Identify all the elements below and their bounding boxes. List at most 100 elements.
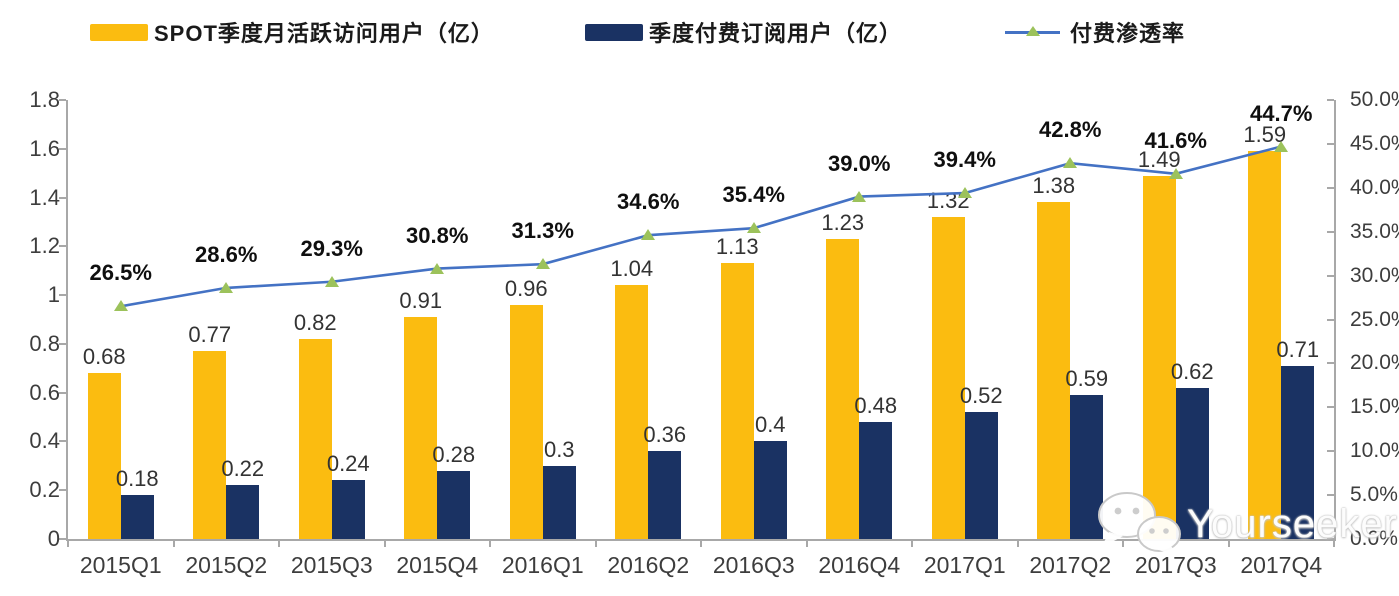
legend-line-swatch-icon: [1005, 26, 1060, 36]
triangle-marker-icon: [1025, 26, 1040, 36]
y-axis-left-tick: [59, 196, 66, 199]
bar-mau: [509, 304, 543, 539]
x-axis-label: 2015Q4: [396, 552, 479, 578]
x-axis-tick: [1227, 539, 1230, 547]
penetration-marker-icon: [535, 258, 550, 270]
y-axis-right-label: 35.0%: [1350, 219, 1399, 243]
bar-subs-label: 0.3: [543, 436, 575, 462]
penetration-marker-icon: [957, 187, 972, 199]
x-axis-tick: [489, 539, 491, 547]
y-axis-left-label: 0.4: [29, 428, 60, 454]
bar-mau-label: 1.13: [715, 234, 759, 260]
y-axis-right-label: 25.0%: [1350, 307, 1399, 331]
y-axis-right-label: 20.0%: [1350, 351, 1399, 375]
legend-item-subs: 季度付费订阅用户（亿）: [585, 16, 902, 48]
y-axis-left: [66, 100, 68, 541]
penetration-marker-icon: [746, 222, 761, 234]
penetration-marker-icon: [219, 281, 234, 293]
bar-subs-label: 0.52: [959, 383, 1003, 409]
bar-subs-label: 0.4: [754, 412, 786, 438]
x-axis-tick: [1333, 539, 1335, 547]
y-axis-left-label: 1.2: [29, 233, 60, 259]
y-axis-right-tick: [1327, 494, 1334, 497]
y-axis-right-tick: [1327, 142, 1334, 145]
y-axis-left-tick: [59, 245, 66, 248]
y-axis-right-tick: [1327, 99, 1334, 101]
penetration-marker-icon: [1168, 167, 1183, 179]
y-axis-right-tick: [1327, 406, 1334, 409]
penetration-label: 44.7%: [1250, 100, 1313, 126]
bar-subs: [542, 465, 576, 539]
legend-label-penetration: 付费渗透率: [1070, 21, 1186, 46]
bar-subs-label: 0.18: [115, 466, 159, 492]
bar-mau-label: 0.96: [504, 275, 548, 301]
bar-subs-label: 0.62: [1170, 358, 1214, 384]
x-axis-tick: [1016, 539, 1019, 547]
y-axis-right-tick: [1327, 450, 1334, 453]
bar-mau: [931, 217, 965, 539]
y-axis-left-label: 1.8: [29, 87, 60, 112]
x-axis-label: 2017Q2: [1029, 552, 1112, 578]
y-axis-right-tick: [1327, 538, 1334, 540]
y-axis-left-label: 1.6: [29, 135, 60, 161]
y-axis-left-tick: [59, 538, 66, 540]
x-axis-tick: [1122, 539, 1124, 547]
bar-mau: [1037, 202, 1071, 539]
bar-subs-label: 0.36: [643, 422, 687, 448]
x-axis-label: 2016Q2: [607, 552, 690, 578]
bar-mau: [1248, 151, 1282, 539]
penetration-marker-icon: [852, 190, 867, 202]
y-axis-right-label: 0.0%: [1350, 527, 1398, 550]
y-axis-right-tick: [1327, 230, 1334, 233]
y-axis-right-label: 30.0%: [1350, 263, 1399, 287]
penetration-label: 39.4%: [933, 147, 996, 173]
legend-swatch-mau-icon: [90, 23, 148, 41]
y-axis-right-label: 5.0%: [1350, 483, 1398, 507]
legend-item-penetration: 付费渗透率: [1005, 16, 1185, 48]
bar-subs: [859, 421, 893, 539]
bar-mau-label: 1.38: [1032, 173, 1076, 199]
x-axis-label: 2015Q1: [79, 552, 162, 578]
x-axis-tick: [278, 539, 280, 547]
y-axis-left-label: 1.4: [29, 184, 60, 210]
x-axis-tick: [383, 539, 386, 547]
bar-subs: [1281, 365, 1315, 539]
y-axis-right-tick: [1327, 186, 1334, 189]
bar-mau: [193, 351, 227, 539]
bar-subs: [1070, 395, 1104, 539]
x-axis-label: 2017Q3: [1134, 552, 1217, 578]
y-axis-left-label: 0.2: [29, 477, 60, 503]
x-axis-label: 2016Q3: [712, 552, 795, 578]
penetration-marker-icon: [430, 262, 445, 274]
penetration-marker-icon: [1274, 140, 1289, 152]
bar-mau-label: 1.04: [610, 256, 654, 282]
y-axis-left-label: 0: [47, 526, 60, 551]
penetration-marker-icon: [641, 229, 656, 241]
legend-swatch-subs-icon: [585, 23, 643, 41]
y-axis-left-tick: [59, 489, 66, 492]
legend-label-subs: 季度付费订阅用户（亿）: [649, 21, 903, 46]
penetration-label: 28.6%: [195, 241, 258, 267]
y-axis-right-label: 10.0%: [1350, 439, 1399, 463]
bar-subs-label: 0.28: [432, 441, 476, 467]
x-axis-tick: [911, 539, 913, 547]
y-axis-left-label: 1: [47, 282, 60, 308]
y-axis-left-label: 0.8: [29, 330, 60, 356]
x-axis-label: 2017Q4: [1240, 552, 1323, 578]
y-axis-left-tick: [59, 294, 66, 297]
y-axis-right-label: 45.0%: [1350, 131, 1399, 155]
y-axis-left-tick: [59, 147, 66, 150]
x-axis-label: 2016Q4: [818, 552, 901, 578]
bar-subs-label: 0.48: [854, 392, 898, 418]
bar-mau: [826, 239, 860, 539]
bar-subs: [120, 495, 154, 539]
penetration-label: 31.3%: [511, 218, 574, 244]
bar-mau-label: 0.68: [82, 344, 126, 370]
bar-subs-label: 0.59: [1065, 366, 1109, 392]
bar-subs: [226, 485, 260, 539]
y-axis-left-tick: [59, 391, 66, 394]
bar-subs-label: 0.71: [1276, 336, 1320, 362]
y-axis-right-tick: [1327, 318, 1334, 321]
bar-subs: [331, 480, 365, 539]
bar-subs: [753, 441, 787, 539]
